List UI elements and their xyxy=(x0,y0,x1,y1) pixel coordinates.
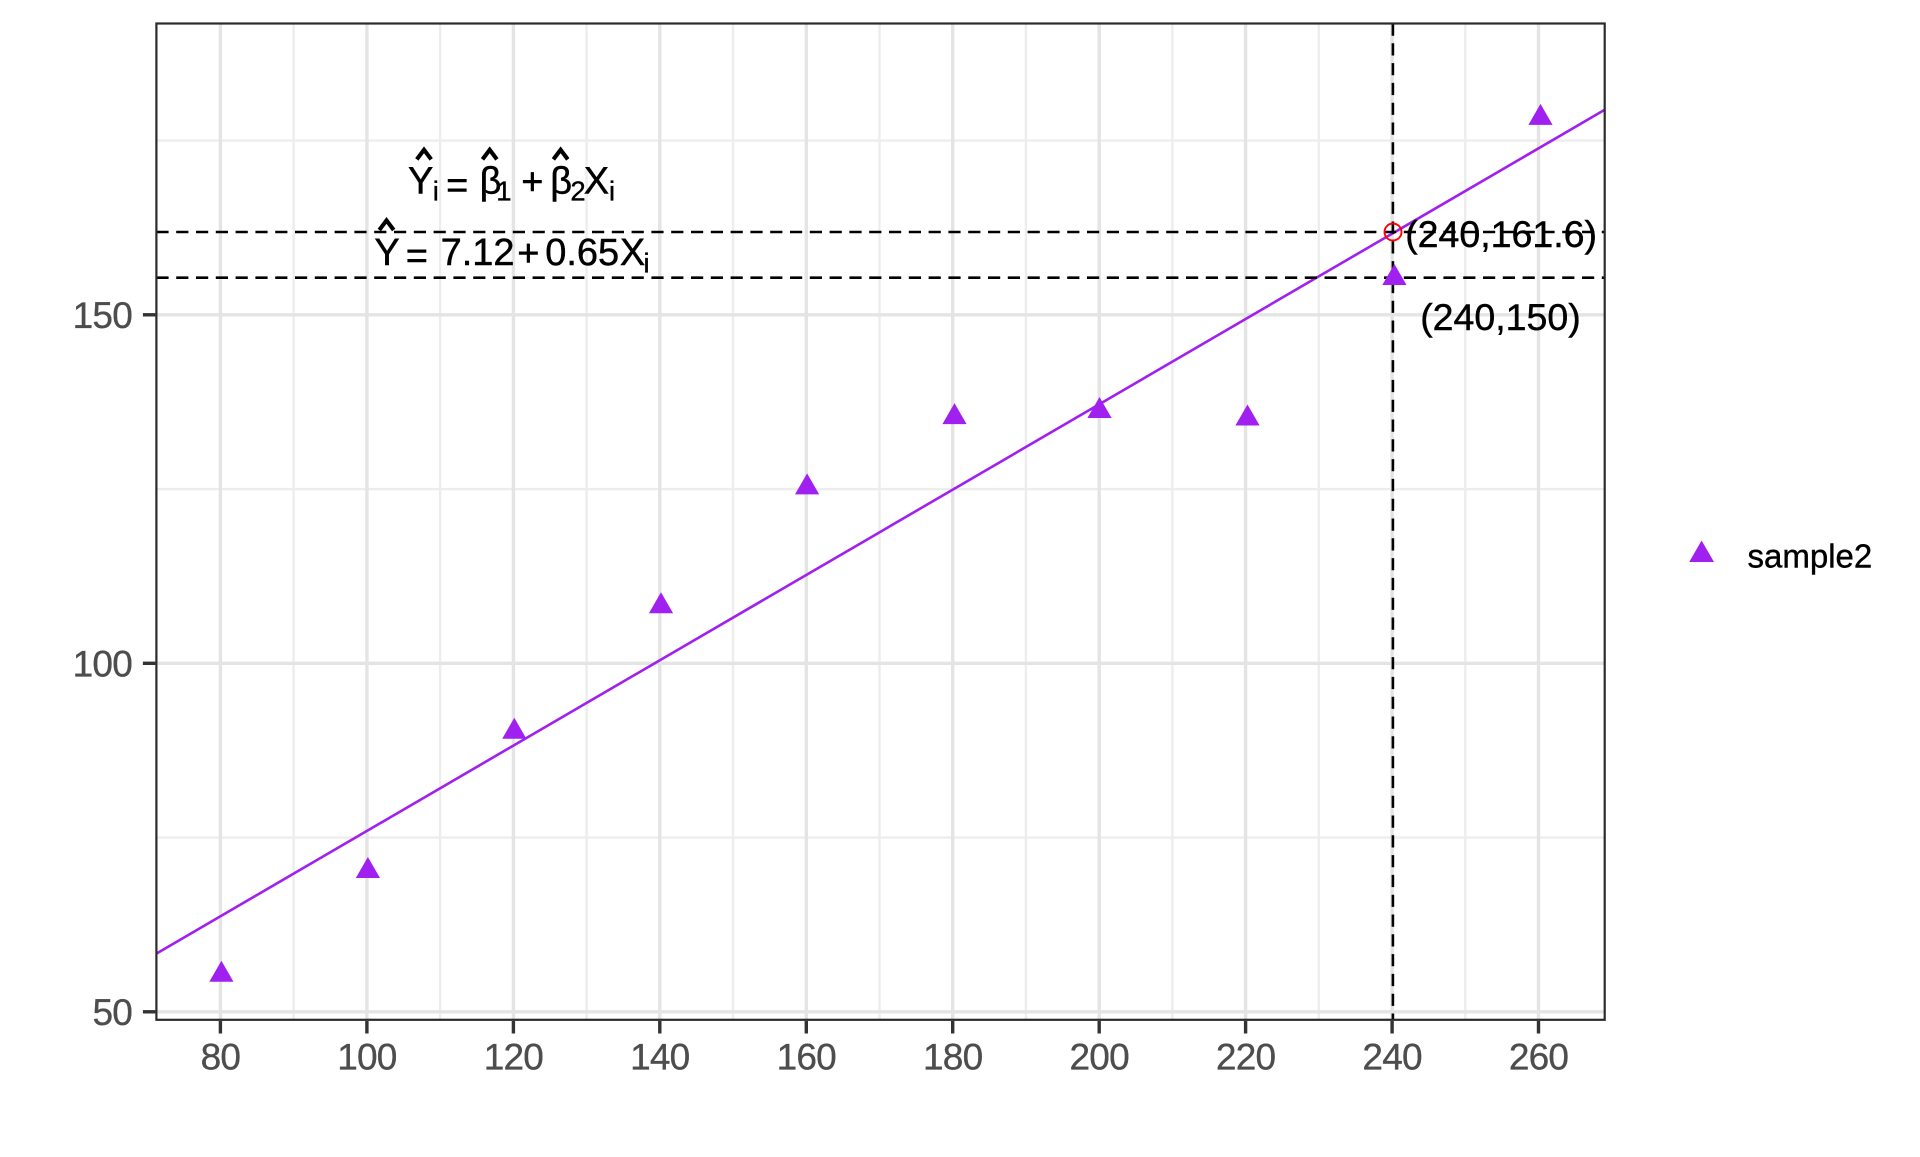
svg-text:260: 260 xyxy=(1509,1036,1569,1077)
svg-text:240: 240 xyxy=(1362,1036,1422,1077)
svg-text:+: + xyxy=(517,233,539,275)
svg-text:X: X xyxy=(584,161,609,203)
svg-text:180: 180 xyxy=(923,1036,983,1077)
svg-text:i: i xyxy=(433,176,439,207)
svg-text:2: 2 xyxy=(570,176,585,207)
svg-text:80: 80 xyxy=(201,1036,241,1077)
svg-text:(240,161.6): (240,161.6) xyxy=(1405,213,1597,255)
svg-text:200: 200 xyxy=(1070,1036,1130,1077)
svg-text:+: + xyxy=(521,162,543,204)
svg-text:Y: Y xyxy=(408,161,433,203)
svg-text:1: 1 xyxy=(496,176,511,207)
svg-text:7.12: 7.12 xyxy=(441,232,515,274)
svg-text:X: X xyxy=(620,232,645,274)
svg-text:160: 160 xyxy=(777,1036,837,1077)
svg-text:=: = xyxy=(446,165,468,207)
svg-text:sample2: sample2 xyxy=(1748,538,1873,575)
svg-text:100: 100 xyxy=(73,644,133,685)
svg-text:i: i xyxy=(644,248,650,279)
svg-text:β: β xyxy=(550,161,572,203)
svg-text:120: 120 xyxy=(484,1036,544,1077)
svg-text:(240,150): (240,150) xyxy=(1420,296,1581,338)
svg-text:50: 50 xyxy=(92,992,132,1033)
svg-text:0.65: 0.65 xyxy=(545,232,619,274)
svg-text:100: 100 xyxy=(337,1036,397,1077)
svg-text:220: 220 xyxy=(1216,1036,1276,1077)
svg-text:Y: Y xyxy=(374,232,399,274)
svg-text:β: β xyxy=(480,161,502,203)
svg-text:i: i xyxy=(609,176,615,207)
svg-text:150: 150 xyxy=(73,295,133,336)
svg-text:140: 140 xyxy=(630,1036,690,1077)
svg-text:=: = xyxy=(406,235,428,277)
